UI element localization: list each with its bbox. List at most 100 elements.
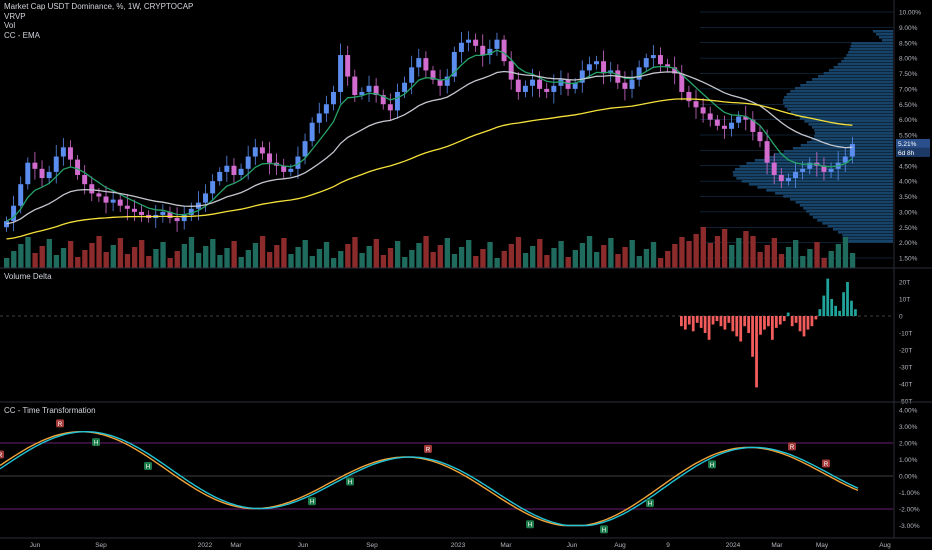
candle-body xyxy=(515,79,521,92)
candle-body xyxy=(494,39,500,49)
volume-bar xyxy=(750,236,756,268)
osc-marker-r-label: R xyxy=(58,422,63,428)
osc-marker-r xyxy=(424,444,432,453)
candle-body xyxy=(693,101,699,108)
price-axis[interactable]: 10.00% 9.00% 8.50% 8.00% 7.50% 7.00% 6.50% 6.00… xyxy=(899,10,921,263)
profile-bar xyxy=(837,231,893,234)
volume-bar xyxy=(338,251,344,268)
profile-bar xyxy=(837,63,893,66)
volume-bar xyxy=(579,243,586,268)
profile-bar xyxy=(822,222,893,225)
osc-tick-label: 3.00% xyxy=(899,424,918,431)
indicator-vrvp[interactable]: VRVP xyxy=(4,11,26,21)
osc-marker-h xyxy=(600,525,608,534)
profile-bar xyxy=(803,207,893,210)
candle-body xyxy=(124,205,130,209)
delta-bar xyxy=(751,316,754,357)
main-legend: Market Cap USDT Dominance, %, 1W, CRYPTO… xyxy=(4,2,193,40)
candle-body xyxy=(309,122,315,142)
delta-bar xyxy=(790,316,794,327)
volume-bar xyxy=(75,257,81,268)
candle-body xyxy=(402,82,408,92)
candle-body xyxy=(238,168,244,175)
volume-bar xyxy=(736,238,742,268)
time-tick-label: Sep xyxy=(366,542,378,549)
delta-bar xyxy=(798,316,802,332)
profile-bar xyxy=(879,36,893,39)
volume-bar xyxy=(714,236,721,268)
delta-bar xyxy=(822,295,826,316)
price-tick-label: 7.00% xyxy=(899,86,918,93)
osc-tick-label: 0.00% xyxy=(899,474,918,481)
volume-bar xyxy=(373,239,379,268)
price-tick-label: 3.50% xyxy=(899,194,918,201)
volume-bar xyxy=(771,238,778,268)
volume-bar xyxy=(39,246,45,268)
candle-body xyxy=(586,64,592,71)
volume-bar xyxy=(117,238,124,268)
profile-bar xyxy=(799,117,893,120)
profile-bar xyxy=(848,240,893,243)
price-tick-label: 4.50% xyxy=(899,163,918,170)
profile-bar xyxy=(739,165,893,168)
candle-body xyxy=(259,147,265,154)
volume-bar xyxy=(657,258,664,268)
symbol-title[interactable]: Market Cap USDT Dominance, %, 1W, CRYPTO… xyxy=(4,2,194,11)
delta-bar xyxy=(774,316,778,328)
candle-body xyxy=(181,214,187,222)
volume-bar xyxy=(530,246,536,268)
candle-body xyxy=(458,42,464,52)
price-candles xyxy=(4,31,855,232)
delta-bar xyxy=(739,316,743,342)
volume-bars xyxy=(4,227,856,268)
volume-bar xyxy=(238,257,244,268)
delta-bar xyxy=(834,305,838,316)
candle-body xyxy=(338,55,344,92)
osc-marker-r-label: R xyxy=(0,453,3,459)
candle-body xyxy=(323,104,329,114)
oscillator-axis[interactable]: 4.00% 3.00% 2.00% 1.00% 0.00% -1.00% -2.00% -3.… xyxy=(899,408,920,531)
oscillator-legend: CC - Time Transformation xyxy=(4,406,96,416)
candle-body xyxy=(565,79,571,89)
volume-bar xyxy=(842,237,849,268)
candle-body xyxy=(295,156,301,169)
indicator-vol[interactable]: Vol xyxy=(4,21,16,30)
delta-tick-label: 10T xyxy=(899,297,910,304)
candle-body xyxy=(167,211,173,219)
price-tick-label: 2.50% xyxy=(899,225,918,232)
price-tick-label: 8.50% xyxy=(899,40,918,47)
volume-bar xyxy=(167,258,173,268)
candle-body xyxy=(572,82,578,89)
profile-bar xyxy=(806,210,893,213)
volume-bar xyxy=(622,247,628,268)
volume-bar xyxy=(572,250,578,268)
volume-delta-title[interactable]: Volume Delta xyxy=(4,272,52,281)
delta-bar xyxy=(699,316,703,328)
time-tick-label: 2022 xyxy=(198,542,213,549)
osc-marker-h-label: H xyxy=(648,502,652,508)
profile-bar xyxy=(814,135,893,138)
time-tick-label: May xyxy=(816,542,829,549)
volume-bar xyxy=(473,256,479,268)
candle-body xyxy=(672,67,678,74)
volume-bar xyxy=(828,251,834,268)
candle-body xyxy=(750,119,756,132)
volume-bar xyxy=(551,248,557,268)
candle-body xyxy=(245,156,251,169)
volume-bar xyxy=(757,252,763,268)
candle-body xyxy=(46,171,52,179)
delta-bar xyxy=(810,316,814,327)
indicator-cc-ema[interactable]: CC - EMA xyxy=(4,30,40,40)
osc-tick-label: 4.00% xyxy=(899,408,918,415)
candle-body xyxy=(537,79,543,89)
time-axis[interactable]: Jun Sep 2022 Mar Jun Sep 2023 Mar Jun Aug 9 2024 Mar… xyxy=(30,542,891,549)
profile-bar xyxy=(746,162,893,165)
volume-bar xyxy=(743,231,749,268)
oscillator-title[interactable]: CC - Time Transformation xyxy=(4,406,96,415)
volume-bar xyxy=(409,250,415,268)
volume-bar xyxy=(245,250,252,268)
delta-bar xyxy=(826,278,830,316)
countdown-badge xyxy=(896,147,930,157)
candle-body xyxy=(530,79,535,86)
